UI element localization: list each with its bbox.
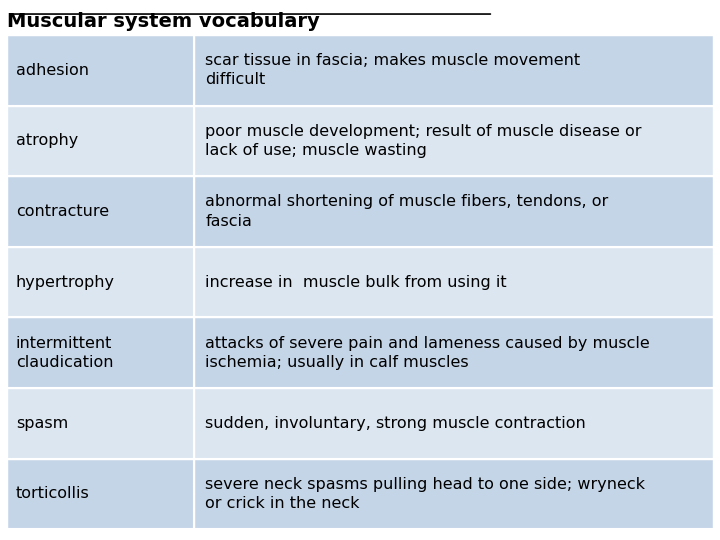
Text: adhesion: adhesion	[16, 63, 89, 78]
Text: intermittent
claudication: intermittent claudication	[16, 336, 113, 370]
Text: sudden, involuntary, strong muscle contraction: sudden, involuntary, strong muscle contr…	[205, 416, 586, 431]
Text: hypertrophy: hypertrophy	[16, 275, 115, 289]
Text: severe neck spasms pulling head to one side; wryneck
or crick in the neck: severe neck spasms pulling head to one s…	[205, 477, 645, 511]
Text: attacks of severe pain and lameness caused by muscle
ischemia; usually in calf m: attacks of severe pain and lameness caus…	[205, 336, 650, 370]
Text: Muscular system vocabulary: Muscular system vocabulary	[7, 12, 320, 31]
FancyBboxPatch shape	[7, 318, 194, 388]
Text: torticollis: torticollis	[16, 487, 89, 502]
FancyBboxPatch shape	[194, 176, 713, 247]
Text: increase in  muscle bulk from using it: increase in muscle bulk from using it	[205, 275, 507, 289]
Text: spasm: spasm	[16, 416, 68, 431]
FancyBboxPatch shape	[7, 388, 194, 458]
FancyBboxPatch shape	[7, 106, 194, 176]
FancyBboxPatch shape	[7, 176, 194, 247]
FancyBboxPatch shape	[194, 35, 713, 106]
FancyBboxPatch shape	[194, 458, 713, 529]
FancyBboxPatch shape	[194, 318, 713, 388]
FancyBboxPatch shape	[7, 458, 194, 529]
Text: contracture: contracture	[16, 204, 109, 219]
Text: poor muscle development; result of muscle disease or
lack of use; muscle wasting: poor muscle development; result of muscl…	[205, 124, 642, 158]
FancyBboxPatch shape	[7, 35, 194, 106]
FancyBboxPatch shape	[194, 106, 713, 176]
Text: scar tissue in fascia; makes muscle movement
difficult: scar tissue in fascia; makes muscle move…	[205, 53, 580, 87]
FancyBboxPatch shape	[194, 388, 713, 458]
Text: atrophy: atrophy	[16, 133, 78, 148]
FancyBboxPatch shape	[194, 247, 713, 318]
FancyBboxPatch shape	[7, 247, 194, 318]
Text: abnormal shortening of muscle fibers, tendons, or
fascia: abnormal shortening of muscle fibers, te…	[205, 194, 608, 228]
